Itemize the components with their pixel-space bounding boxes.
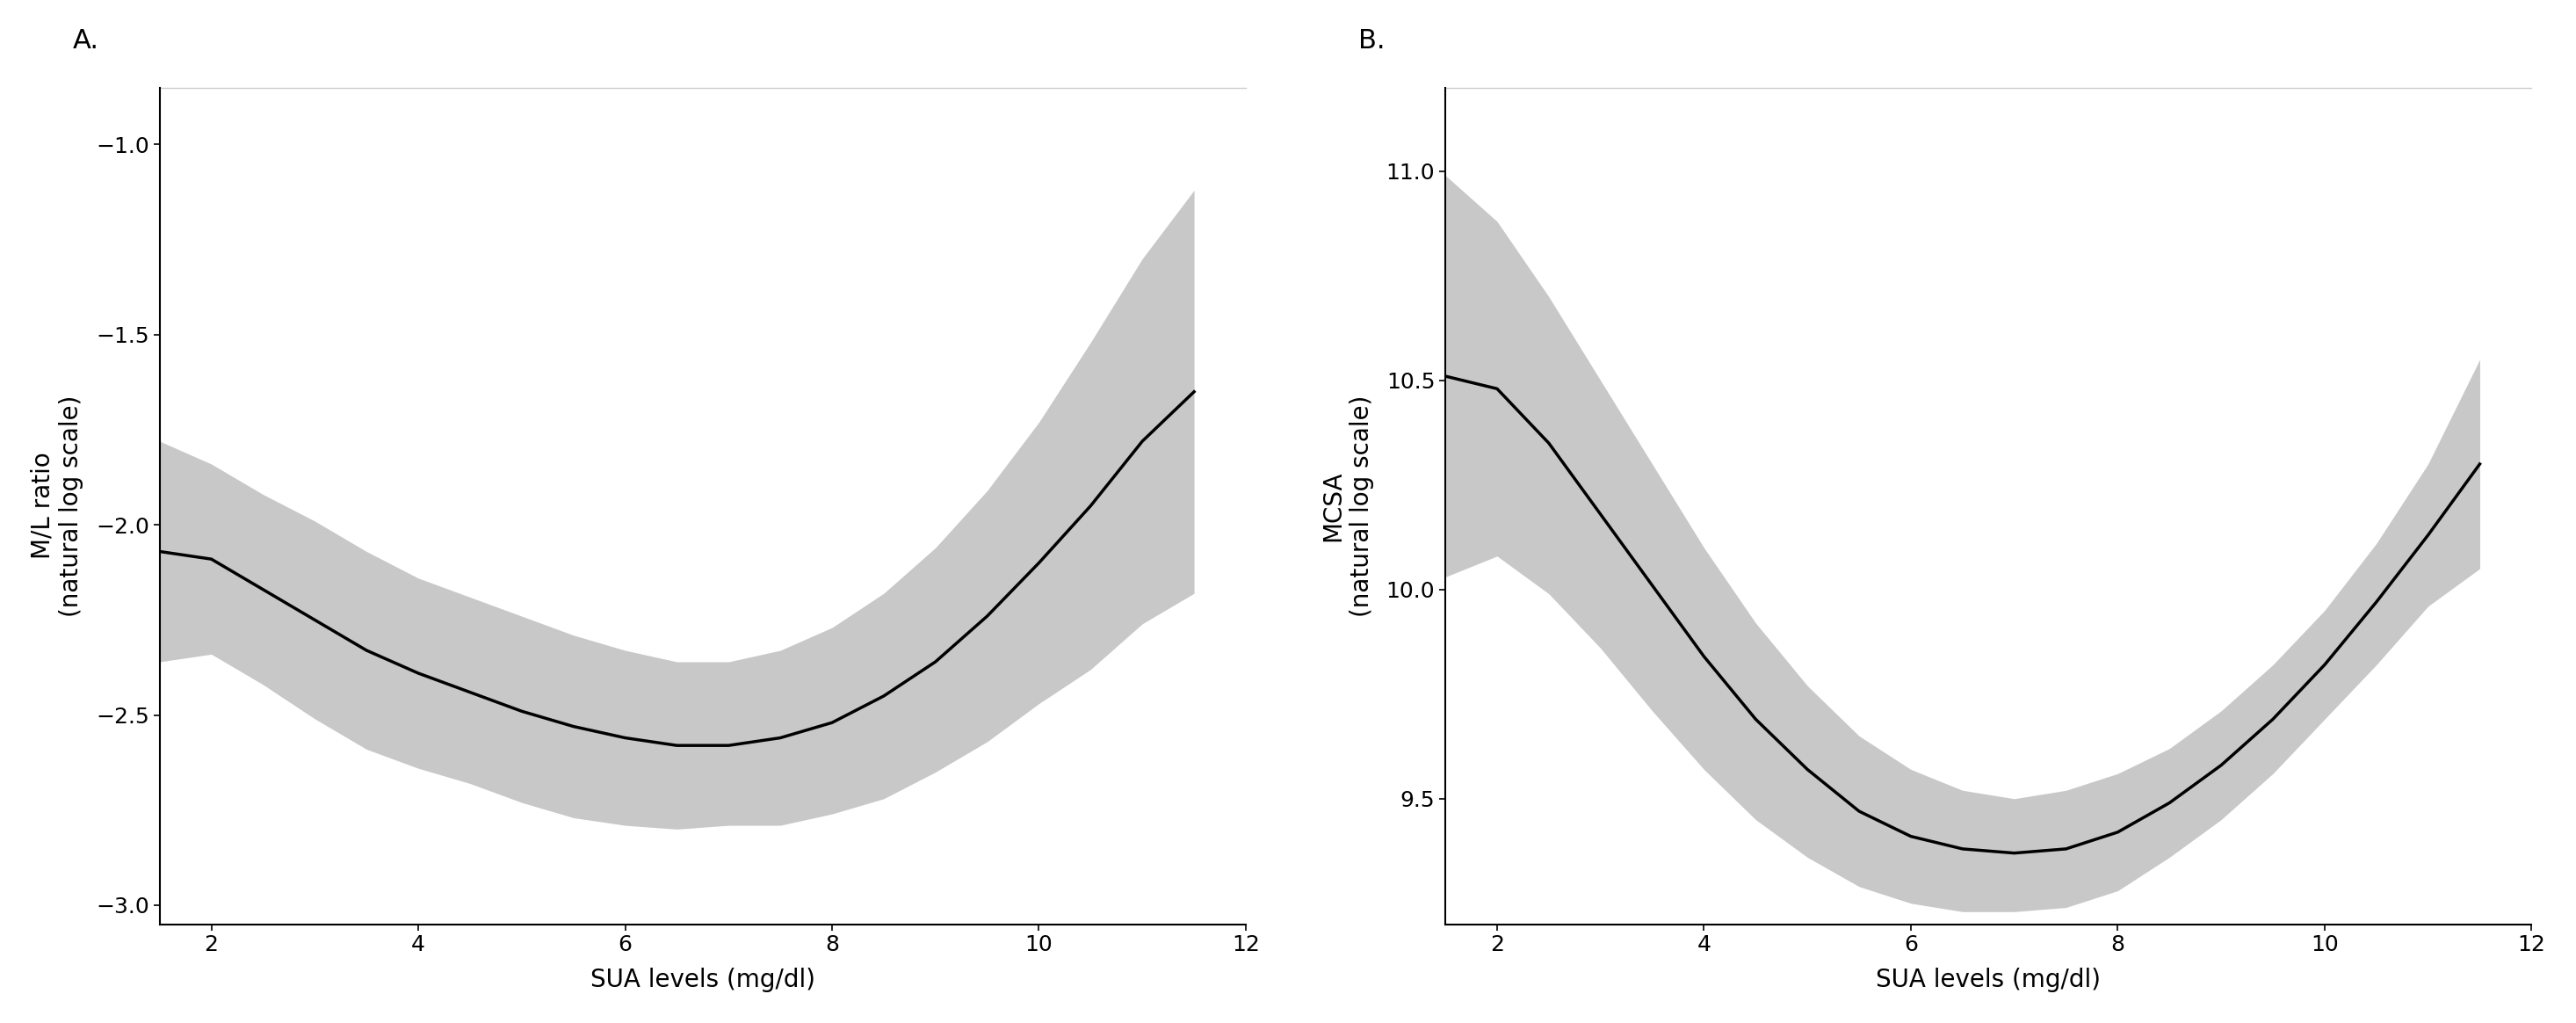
Y-axis label: MCSA
(natural log scale): MCSA (natural log scale) [1321,395,1373,617]
Text: A.: A. [72,29,98,54]
X-axis label: SUA levels (mg/dl): SUA levels (mg/dl) [1875,968,2102,992]
Text: B.: B. [1358,29,1386,54]
Y-axis label: M/L ratio
(natural log scale): M/L ratio (natural log scale) [31,395,82,617]
X-axis label: SUA levels (mg/dl): SUA levels (mg/dl) [590,968,814,992]
